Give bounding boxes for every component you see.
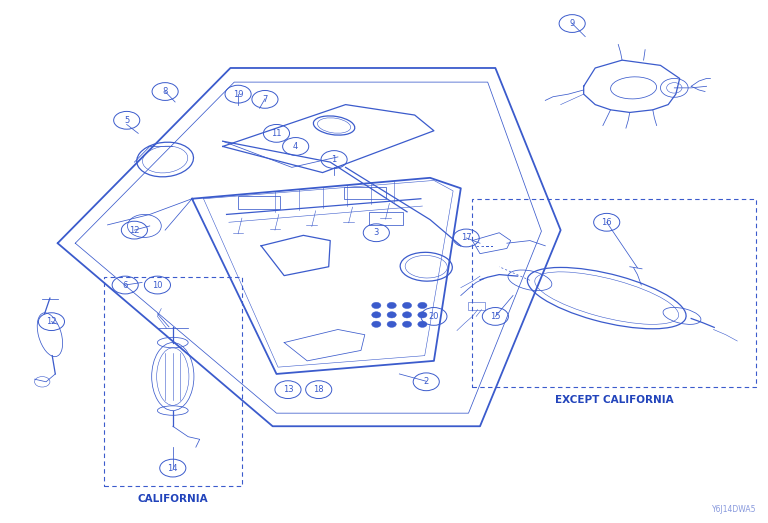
Circle shape bbox=[372, 302, 381, 309]
Text: 12: 12 bbox=[129, 225, 140, 235]
Text: 14: 14 bbox=[167, 463, 178, 473]
Text: 18: 18 bbox=[313, 385, 324, 394]
Text: 17: 17 bbox=[461, 233, 472, 243]
Bar bbox=[472, 199, 756, 387]
Circle shape bbox=[418, 302, 427, 309]
Bar bbox=[468, 302, 485, 310]
Bar bbox=[104, 277, 242, 486]
Circle shape bbox=[372, 321, 381, 327]
Text: 6: 6 bbox=[123, 280, 127, 290]
Text: 10: 10 bbox=[152, 280, 163, 290]
Circle shape bbox=[418, 312, 427, 318]
Text: CALIFORNIA: CALIFORNIA bbox=[137, 494, 208, 504]
Text: 15: 15 bbox=[490, 312, 501, 321]
Text: 13: 13 bbox=[283, 385, 293, 394]
Circle shape bbox=[387, 321, 396, 327]
Circle shape bbox=[387, 302, 396, 309]
Circle shape bbox=[418, 321, 427, 327]
Text: 20: 20 bbox=[429, 312, 439, 321]
Text: 8: 8 bbox=[163, 87, 167, 96]
Text: 9: 9 bbox=[570, 19, 574, 28]
Text: 2: 2 bbox=[424, 377, 429, 386]
Circle shape bbox=[402, 321, 412, 327]
Text: Y6J14DWA5: Y6J14DWA5 bbox=[712, 505, 756, 514]
Circle shape bbox=[372, 312, 381, 318]
Circle shape bbox=[387, 312, 396, 318]
Text: 5: 5 bbox=[124, 116, 129, 125]
Text: 7: 7 bbox=[263, 95, 267, 104]
Text: EXCEPT CALIFORNIA: EXCEPT CALIFORNIA bbox=[555, 395, 674, 405]
Circle shape bbox=[402, 302, 412, 309]
Text: 1: 1 bbox=[332, 155, 336, 164]
Text: 4: 4 bbox=[293, 142, 298, 151]
Text: 3: 3 bbox=[374, 228, 379, 237]
Text: 12: 12 bbox=[46, 317, 57, 326]
Bar bbox=[369, 212, 403, 225]
Bar bbox=[238, 196, 280, 209]
Text: 19: 19 bbox=[233, 89, 243, 99]
Text: 11: 11 bbox=[271, 129, 282, 138]
Bar bbox=[344, 187, 386, 199]
Text: 16: 16 bbox=[601, 218, 612, 227]
Circle shape bbox=[402, 312, 412, 318]
